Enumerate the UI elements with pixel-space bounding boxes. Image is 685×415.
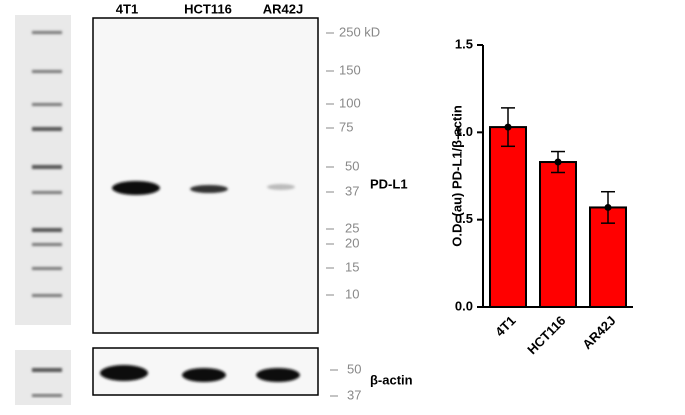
- ladder-lane: [15, 15, 71, 325]
- bar-chart: 0.0 0.5 1.0 1.5 O.D. (au) PD-L1/β-actin 4T1 HC…: [449, 36, 633, 357]
- marker-label: 37: [347, 387, 361, 402]
- x-tick-label: AR42J: [579, 313, 618, 352]
- lane-label: 4T1: [116, 1, 138, 16]
- blot-panel: [92, 17, 319, 334]
- ladder-band: [32, 368, 62, 372]
- loading-control-label: β-actin: [370, 372, 413, 387]
- lane-label: HCT116: [184, 1, 232, 16]
- marker-label: 20: [345, 235, 359, 250]
- mean-dot: [604, 203, 612, 211]
- lane-label: AR42J: [263, 1, 303, 16]
- marker-label: 37: [345, 183, 359, 198]
- marker-dashes: [326, 32, 338, 397]
- target-label: PD-L1: [370, 176, 408, 191]
- y-tick-label: 0.0: [455, 298, 473, 313]
- marker-label: 10: [345, 286, 359, 301]
- ladder-band: [32, 394, 62, 397]
- bar: [489, 126, 527, 308]
- x-tick-label: HCT116: [524, 313, 568, 357]
- bar: [589, 206, 627, 308]
- marker-label: 15: [345, 259, 359, 274]
- band: [256, 368, 300, 382]
- band: [100, 365, 148, 381]
- mean-dot: [554, 158, 562, 166]
- marker-label: 50: [347, 361, 361, 376]
- marker-label: 150: [339, 62, 361, 77]
- band: [267, 184, 295, 190]
- band: [182, 368, 226, 382]
- y-axis-label: O.D. (au) PD-L1/β-actin: [449, 105, 464, 247]
- marker-label: 50: [345, 158, 359, 173]
- mean-dot: [504, 123, 512, 131]
- marker-label: 75: [339, 119, 353, 134]
- y-tick-label: 1.0: [455, 124, 473, 139]
- band: [190, 185, 228, 193]
- marker-label: 100: [339, 95, 361, 110]
- bar: [539, 161, 577, 308]
- marker-label: 25: [345, 220, 359, 235]
- ladder-bands: [32, 31, 62, 297]
- marker-label: 250 kD: [339, 24, 380, 39]
- y-tick-label: 0.5: [455, 211, 473, 226]
- x-tick-label: 4T1: [492, 313, 518, 339]
- band: [112, 181, 160, 195]
- y-tick-label: 1.5: [455, 36, 473, 51]
